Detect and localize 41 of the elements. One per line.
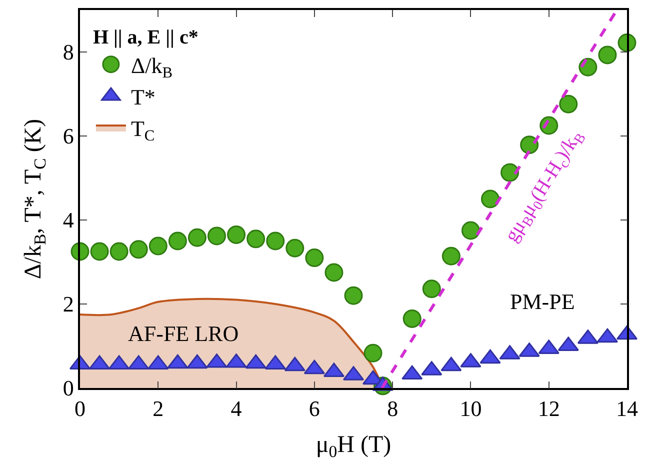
x-tick-label: 10 [460, 396, 482, 422]
point [520, 136, 539, 154]
y-tick-label: 0 [62, 376, 74, 401]
x-axis-title: μ$_{0}$H (T) [316, 432, 392, 461]
x-tick-label: 8 [387, 396, 398, 422]
point [559, 94, 578, 114]
point [246, 230, 266, 248]
point [286, 238, 304, 258]
annotation: AF-FE LRO [128, 321, 239, 346]
point [324, 263, 344, 282]
legend-label: Δ/k$_{B}$ [130, 52, 172, 82]
point [344, 286, 363, 305]
point [442, 246, 460, 266]
y-tick-label: 2 [62, 292, 74, 317]
point [129, 240, 148, 259]
point [305, 248, 324, 268]
x-tick-label: 12 [538, 396, 560, 422]
point [266, 232, 285, 250]
point [168, 232, 187, 250]
point [500, 163, 520, 182]
x-tick-label: 4 [230, 396, 242, 422]
point [461, 221, 480, 240]
point [188, 228, 206, 247]
legend-label: T* [130, 84, 156, 110]
point [422, 280, 441, 298]
annotation: PM-PE [510, 289, 575, 314]
legend-label: T$_{C}$ [130, 116, 155, 145]
y-tick-label: 4 [62, 208, 74, 233]
point [208, 226, 226, 246]
x-tick-label: 2 [152, 396, 164, 422]
point [402, 309, 422, 328]
x-tick-label: 14 [616, 396, 638, 422]
point [90, 242, 109, 261]
y-tick-label: 6 [62, 124, 74, 149]
point [481, 190, 500, 208]
point [148, 236, 168, 256]
x-tick-label: 6 [308, 396, 320, 422]
y-tick-label: 8 [62, 40, 74, 65]
legend-title: H || a, E || c* [92, 26, 198, 49]
point [227, 225, 246, 244]
point [110, 242, 128, 261]
